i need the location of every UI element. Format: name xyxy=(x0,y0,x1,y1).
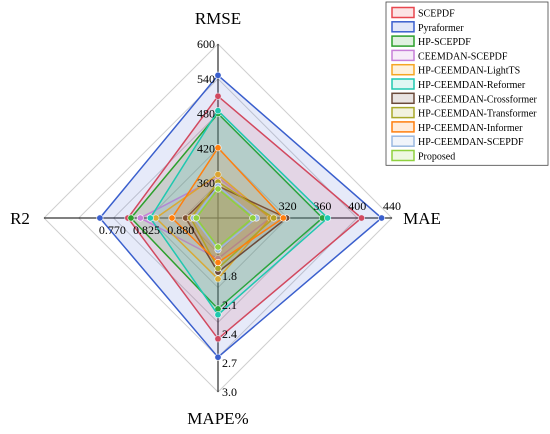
point-hp-ceemdan-informer-mae xyxy=(279,214,287,222)
tick-label-rmse: 420 xyxy=(197,141,215,155)
point-hp-ceemdan-informer-r2 xyxy=(168,214,176,222)
point-scepdf-mae xyxy=(357,214,365,222)
legend-label-hp-ceemdan-reformer: HP-CEEMDAN-Reformer xyxy=(418,80,526,91)
point-pyraformer-rmse xyxy=(214,71,222,79)
tick-label-rmse: 540 xyxy=(197,72,215,86)
point-pyraformer-mae xyxy=(378,214,386,222)
tick-label-rmse: 600 xyxy=(197,37,215,51)
legend-label-hp-ceemdan-scepdf: HP-CEEMDAN-SCEPDF xyxy=(418,137,524,148)
series-hp-ceemdan-informer xyxy=(168,144,287,266)
legend-label-pyraformer: Pyraformer xyxy=(418,23,464,34)
series-scepdf xyxy=(124,92,365,343)
point-hp-ceemdan-reformer-rmse xyxy=(214,107,222,115)
point-pyraformer-r2 xyxy=(96,214,104,222)
legend-swatch-hp-ceemdan-transformer xyxy=(391,106,415,119)
tick-label-mape: 3.0 xyxy=(222,385,237,399)
point-proposed-mape xyxy=(214,243,222,251)
legend-label-ceemdan-scepdf: CEEMDAN-SCEPDF xyxy=(418,51,508,62)
series-polygons xyxy=(96,71,386,361)
tick-label-mape: 2.4 xyxy=(222,327,237,341)
legend-swatch-hp-scepdf xyxy=(391,35,415,47)
series-hp-ceemdan-reformer xyxy=(146,107,332,319)
legend-swatch-proposed xyxy=(391,149,415,162)
legend: SCEPDF Pyraformer HP-SCEPDF CEEMDAN-SCEPDF H… xyxy=(385,1,549,166)
tick-label-mape: 2.7 xyxy=(222,356,237,370)
tick-label-rmse: 360 xyxy=(197,176,215,190)
point-hp-ceemdan-informer-rmse xyxy=(214,144,222,152)
point-hp-ceemdan-lightts-mape xyxy=(214,275,222,283)
tick-label-mape: 2.1 xyxy=(222,298,237,312)
legend-swatch-hp-ceemdan-reformer xyxy=(391,78,415,90)
tick-label-mae: 440 xyxy=(383,199,401,213)
point-proposed-rmse xyxy=(214,185,222,193)
legend-swatch-pyraformer xyxy=(391,21,415,33)
point-hp-ceemdan-transformer-mape xyxy=(214,264,222,272)
axis-tick-labels: 360 420 480 540 600 320 360 400 440 1.8 2.1 2.4 2.7 3… xyxy=(99,37,401,399)
point-hp-ceemdan-reformer-mape xyxy=(214,311,222,319)
point-pyraformer-mape xyxy=(214,353,222,361)
legend-label-hp-ceemdan-informer: HP-CEEMDAN-Informer xyxy=(418,123,523,134)
point-hp-scepdf-r2 xyxy=(127,214,135,222)
legend-swatch-hp-ceemdan-lightts xyxy=(391,63,415,76)
tick-label-mae: 360 xyxy=(313,199,331,213)
tick-label-mae: 400 xyxy=(348,199,366,213)
axis-title-rmse: RMSE xyxy=(195,9,241,28)
legend-swatch-scepdf xyxy=(391,6,415,19)
legend-label-hp-ceemdan-lightts: HP-CEEMDAN-LightTS xyxy=(418,66,520,77)
legend-swatch-ceemdan-scepdf xyxy=(391,49,415,62)
axis-titles: RMSE MAE MAPE% R2 xyxy=(10,9,441,428)
point-hp-ceemdan-informer-mape xyxy=(214,258,222,266)
axis-title-mae: MAE xyxy=(403,209,441,228)
series-hp-ceemdan-crossformer xyxy=(182,182,291,276)
point-proposed-mae xyxy=(249,214,257,222)
point-scepdf-mape xyxy=(214,335,222,343)
point-proposed-r2 xyxy=(192,214,200,222)
tick-label-mape: 1.8 xyxy=(222,269,237,283)
tick-label-mae: 320 xyxy=(279,199,297,213)
point-hp-ceemdan-reformer-r2 xyxy=(146,214,154,222)
tick-label-rmse: 480 xyxy=(197,107,215,121)
axis-title-mape: MAPE% xyxy=(187,409,248,428)
point-hp-ceemdan-lightts-rmse xyxy=(214,171,222,179)
legend-box xyxy=(385,1,549,166)
series-proposed xyxy=(192,185,257,251)
series-pyraformer xyxy=(96,71,386,361)
legend-label-proposed: Proposed xyxy=(418,152,455,163)
legend-swatch-hp-ceemdan-scepdf xyxy=(391,135,415,147)
tick-label-r2: 0.825 xyxy=(133,223,160,237)
legend-label-hp-ceemdan-transformer: HP-CEEMDAN-Transformer xyxy=(418,109,537,120)
tick-label-r2: 0.880 xyxy=(167,223,194,237)
point-ceemdan-scepdf-r2 xyxy=(136,214,144,222)
legend-label-hp-scepdf: HP-SCEPDF xyxy=(418,37,471,48)
point-hp-ceemdan-transformer-mae xyxy=(270,214,278,222)
legend-swatch-hp-ceemdan-crossformer xyxy=(391,92,415,105)
legend-label-scepdf: SCEPDF xyxy=(418,9,455,20)
tick-label-r2: 0.770 xyxy=(99,223,126,237)
axis-title-r2: R2 xyxy=(10,209,30,228)
legend-label-hp-ceemdan-crossformer: HP-CEEMDAN-Crossformer xyxy=(418,94,538,105)
point-scepdf-rmse xyxy=(214,92,222,100)
point-hp-ceemdan-reformer-mae xyxy=(324,214,332,222)
legend-swatch-hp-ceemdan-informer xyxy=(391,121,415,133)
